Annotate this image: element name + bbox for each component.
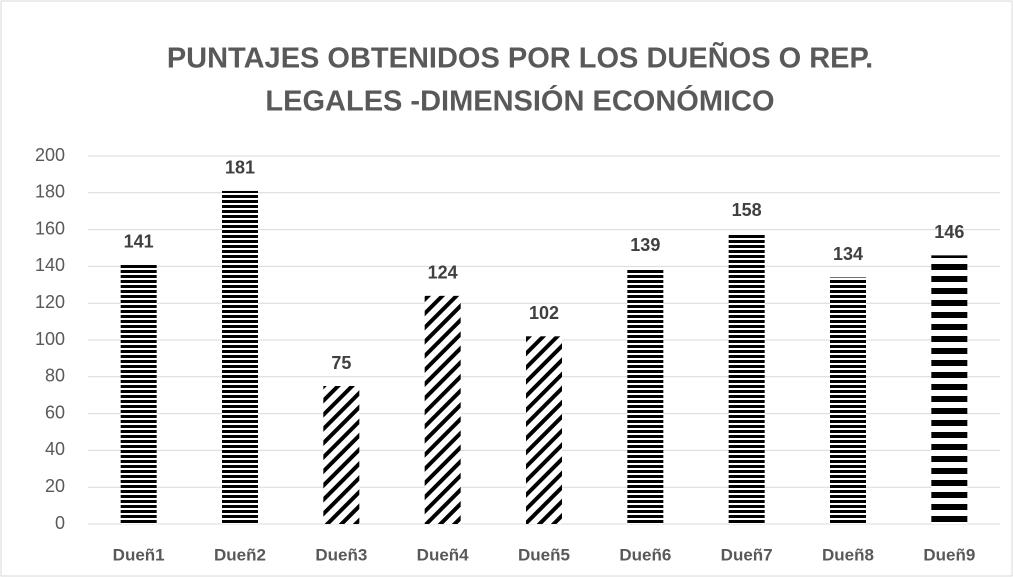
x-tick-label: Dueñ5 <box>518 545 570 564</box>
x-tick-label: Dueñ8 <box>822 545 874 564</box>
bar <box>222 190 258 524</box>
x-tick-label: Dueñ1 <box>113 545 165 564</box>
value-label: 139 <box>630 235 660 255</box>
x-tick-label: Dueñ6 <box>619 545 671 564</box>
chart-title: PUNTAJES OBTENIDOS POR LOS DUEÑOS O REP. <box>167 41 873 75</box>
chart-title: LEGALES -DIMENSIÓN ECONÓMICO <box>265 84 774 118</box>
value-label: 181 <box>225 158 255 178</box>
value-label: 124 <box>428 263 458 283</box>
y-tick-label: 160 <box>35 218 65 238</box>
x-tick-label: Dueñ4 <box>417 545 470 564</box>
y-tick-label: 200 <box>35 145 65 165</box>
y-tick-label: 20 <box>45 476 65 496</box>
x-tick-label: Dueñ9 <box>923 545 975 564</box>
y-tick-label: 0 <box>55 513 65 533</box>
x-tick-label: Dueñ7 <box>721 545 773 564</box>
bar <box>627 268 664 524</box>
value-label: 141 <box>124 231 154 251</box>
y-tick-label: 40 <box>45 439 65 459</box>
x-tick-label: Dueñ2 <box>214 545 266 564</box>
value-label: 102 <box>529 303 559 323</box>
bar <box>526 336 562 524</box>
bar <box>424 295 461 524</box>
bar <box>728 233 765 524</box>
bar <box>931 255 968 525</box>
bar <box>323 386 360 524</box>
value-label: 75 <box>331 353 351 373</box>
x-tick-label: Dueñ3 <box>315 545 367 564</box>
bar <box>120 264 157 524</box>
y-tick-label: 100 <box>35 329 65 349</box>
value-label: 146 <box>934 222 964 242</box>
y-tick-label: 120 <box>35 292 65 312</box>
value-label: 158 <box>732 200 762 220</box>
value-label: 134 <box>833 244 863 264</box>
y-tick-label: 140 <box>35 255 65 275</box>
y-tick-label: 60 <box>45 402 65 422</box>
y-tick-label: 80 <box>45 366 65 386</box>
bar <box>830 277 866 524</box>
y-tick-label: 180 <box>35 182 65 202</box>
